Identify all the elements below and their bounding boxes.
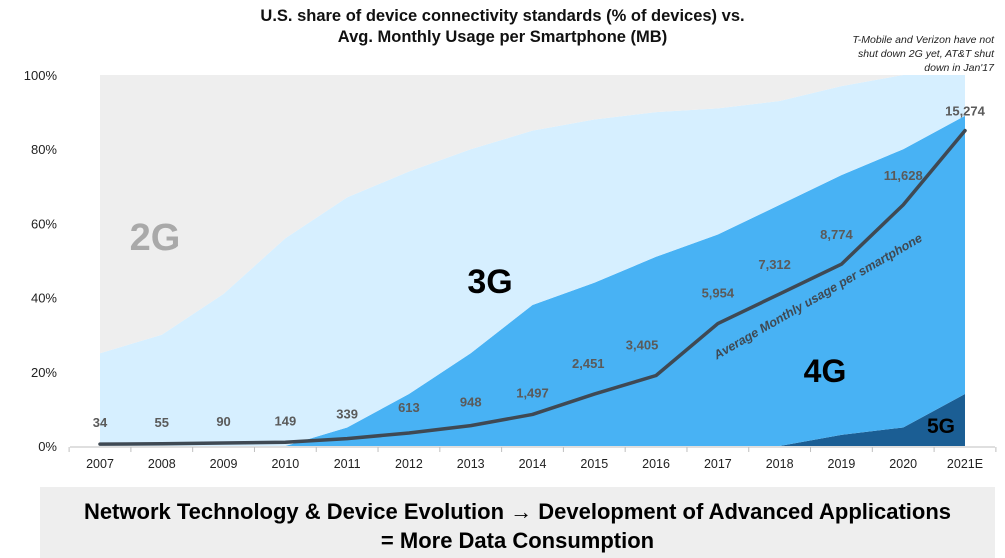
chart-title-line1: U.S. share of device connectivity standa… <box>260 7 745 25</box>
x-tick-label: 2015 <box>580 457 608 471</box>
area-5g <box>100 394 965 446</box>
usage-line <box>98 128 967 446</box>
x-tick-label: 2016 <box>642 457 670 471</box>
usage-value-label: 8,774 <box>820 227 853 242</box>
x-tick-label: 2020 <box>889 457 917 471</box>
y-tick-label: 20% <box>31 365 57 380</box>
annotation-note: T-Mobile and Verizon have not shut down … <box>774 33 994 75</box>
usage-value-label: 15,274 <box>945 104 986 119</box>
usage-value-label: 149 <box>275 413 297 428</box>
usage-value-label: 34 <box>93 415 108 430</box>
y-tick-label: 40% <box>31 291 57 306</box>
conclusion-banner: Network Technology & Device Evolution → … <box>40 487 995 558</box>
x-tick-label: 2018 <box>766 457 794 471</box>
x-tick-label: 2007 <box>86 457 114 471</box>
banner-line1: Network Technology & Device Evolution → … <box>83 499 952 524</box>
x-tick-label: 2014 <box>519 457 547 471</box>
area-4g <box>100 115 965 446</box>
area-label-3g: 3G <box>467 263 512 301</box>
area-label-4g: 4G <box>804 353 847 389</box>
banner-line2: = More Data Consumption <box>380 528 655 553</box>
x-tick-label: 2013 <box>457 457 485 471</box>
x-tick-label: 2010 <box>271 457 299 471</box>
x-tick-label: 2017 <box>704 457 732 471</box>
usage-value-label: 7,312 <box>758 257 791 272</box>
x-tick-label: 2011 <box>334 457 361 471</box>
x-tick-label: 2012 <box>395 457 423 471</box>
chart: 0% 20% 40% 60% 80% 100% 2007 2008 2009 2010 2011 20… <box>24 68 997 471</box>
y-tick-label: 100% <box>24 68 58 83</box>
y-tick-label: 60% <box>31 216 57 231</box>
usage-value-label: 613 <box>398 400 420 415</box>
usage-value-label: 3,405 <box>626 338 659 353</box>
area-label-2g: 2G <box>130 217 181 259</box>
usage-value-label: 90 <box>216 414 230 429</box>
y-tick-label: 80% <box>31 142 57 157</box>
usage-value-label: 5,954 <box>702 286 735 301</box>
usage-value-label: 2,451 <box>572 356 605 371</box>
x-tick-label: 2021E <box>947 457 983 471</box>
x-tick-label: 2019 <box>828 457 856 471</box>
usage-value-label: 339 <box>336 407 358 422</box>
note-line: down in Jan'17 <box>924 62 994 74</box>
x-tick-label: 2009 <box>210 457 238 471</box>
note-line: shut down 2G yet, AT&T shut <box>858 48 994 60</box>
chart-title-line2: Avg. Monthly Usage per Smartphone (MB) <box>337 28 668 46</box>
area-2g <box>100 75 965 354</box>
chart-title: U.S. share of device connectivity standa… <box>0 6 1005 48</box>
usage-value-label: 948 <box>460 395 482 410</box>
usage-value-label: 55 <box>155 415 169 430</box>
usage-value-label: 1,497 <box>516 385 549 400</box>
x-tick-label: 2008 <box>148 457 176 471</box>
area-label-5g: 5G <box>927 415 955 438</box>
area-3g <box>100 75 965 446</box>
usage-value-label: 11,628 <box>884 168 923 183</box>
note-line: T-Mobile and Verizon have not <box>852 34 994 46</box>
y-tick-label: 0% <box>38 439 57 454</box>
